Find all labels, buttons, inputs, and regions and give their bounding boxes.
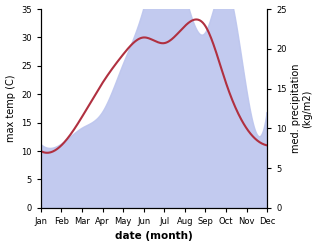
Y-axis label: max temp (C): max temp (C) xyxy=(5,75,16,142)
Y-axis label: med. precipitation
(kg/m2): med. precipitation (kg/m2) xyxy=(291,64,313,153)
X-axis label: date (month): date (month) xyxy=(115,231,193,242)
